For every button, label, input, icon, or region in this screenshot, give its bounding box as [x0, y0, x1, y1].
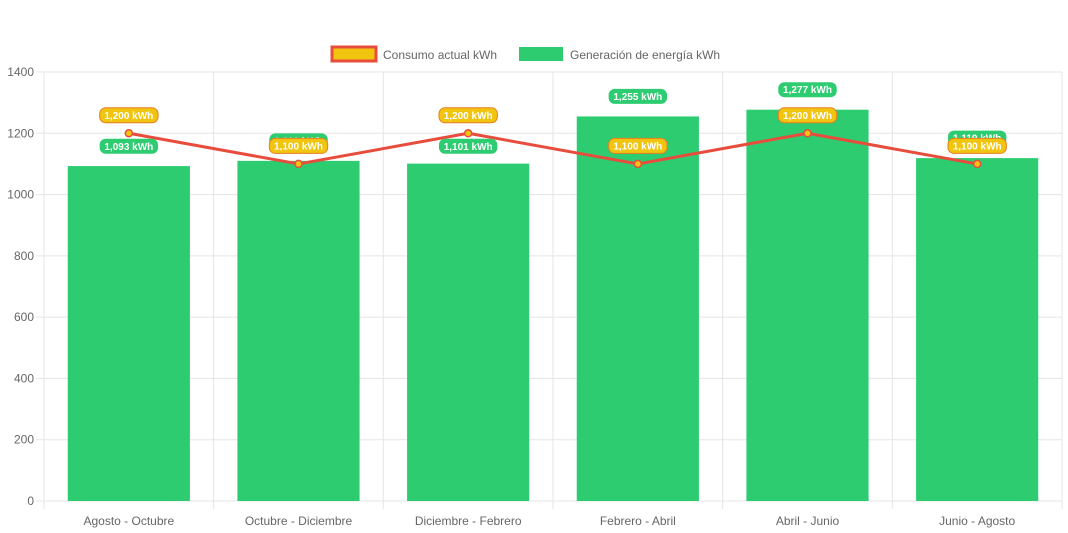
data-label-consumo-text: 1,200 kWh	[104, 111, 153, 122]
data-label-consumo: 1,200 kWh	[438, 107, 498, 124]
data-label-generacion-bg	[99, 138, 159, 154]
y-tick-label: 1400	[7, 65, 34, 79]
y-tick-label: 1000	[7, 188, 34, 202]
bar-generacion	[237, 160, 360, 501]
y-tick-label: 1200	[7, 126, 34, 140]
data-label-consumo-bg	[777, 107, 838, 124]
data-label-consumo-text: 1,200 kWh	[783, 111, 832, 122]
data-label-generacion-bg	[438, 138, 498, 154]
point-consumo	[124, 129, 134, 138]
axes: 0 200 400 600 800 1000 1200 1400 Agosto - Octubr…	[7, 65, 1015, 528]
data-label-consumo: 1,100 kWh	[268, 137, 329, 154]
data-label-consumo-text: 1,200 kWh	[444, 111, 493, 122]
y-tick-label: 600	[14, 310, 34, 324]
data-label-consumo-bg	[99, 107, 159, 124]
y-tick-label: 800	[14, 249, 34, 263]
line-series	[124, 129, 982, 169]
y-tick-label: 200	[14, 433, 34, 447]
legend-item-generacion[interactable]: Generación de energía kWh	[519, 47, 720, 62]
data-label-consumo-bg	[438, 107, 498, 124]
data-label-consumo: 1,200 kWh	[99, 107, 159, 124]
point-consumo	[633, 159, 643, 169]
data-label-generacion: 1,101 kWh	[438, 138, 498, 154]
data-label-consumo: 1,100 kWh	[947, 137, 1007, 154]
x-tick-label: Agosto - Octubre	[83, 514, 174, 528]
data-label-generacion-bg	[778, 82, 837, 98]
data-label-consumo-bg	[947, 137, 1007, 154]
data-label-generacion-text: 1,101 kWh	[444, 142, 493, 153]
data-label-consumo-text: 1,100 kWh	[274, 141, 323, 152]
data-label-consumo-bg	[268, 137, 329, 154]
bar-generacion	[746, 109, 869, 502]
data-label-consumo-bg	[608, 137, 668, 154]
data-label-consumo: 1,200 kWh	[777, 107, 838, 124]
point-consumo	[803, 129, 812, 138]
data-label-consumo-text: 1,100 kWh	[613, 141, 662, 152]
y-tick-label: 0	[27, 494, 34, 508]
data-label-generacion-bg	[608, 88, 668, 104]
x-tick-label: Junio - Agosto	[939, 514, 1015, 528]
legend-label-generacion: Generación de energía kWh	[570, 48, 720, 62]
bar-generacion	[67, 166, 190, 501]
data-label-consumo: 1,100 kWh	[608, 137, 668, 154]
legend-swatch-generacion	[519, 47, 563, 61]
bar-generacion	[916, 158, 1039, 501]
bar-generacion	[576, 116, 699, 502]
legend: Consumo actual kWh Generación de energía…	[330, 45, 720, 63]
legend-label-consumo: Consumo actual kWh	[383, 48, 497, 62]
point-consumo	[463, 129, 473, 138]
data-label-generacion: 1,255 kWh	[608, 88, 668, 104]
point-consumo	[294, 159, 303, 169]
data-label-generacion-text: 1,277 kWh	[783, 85, 832, 96]
legend-item-consumo[interactable]: Consumo actual kWh	[330, 45, 497, 63]
bar-generacion	[407, 163, 530, 502]
legend-swatch-consumo	[330, 45, 378, 63]
data-label-generacion-text: 1,255 kWh	[613, 92, 662, 103]
point-consumo	[972, 159, 982, 169]
line-consumo	[128, 131, 978, 166]
grid	[36, 71, 1063, 509]
x-tick-label: Diciembre - Febrero	[415, 514, 522, 528]
data-label-consumo-text: 1,100 kWh	[953, 141, 1002, 152]
data-label-generacion-text: 1,093 kWh	[104, 142, 153, 153]
bars	[67, 109, 1039, 502]
x-tick-label: Abril - Junio	[776, 514, 840, 528]
data-label-generacion: 1,093 kWh	[99, 138, 159, 154]
x-tick-label: Octubre - Diciembre	[245, 514, 353, 528]
y-tick-label: 400	[14, 371, 34, 385]
x-tick-label: Febrero - Abril	[600, 514, 676, 528]
data-label-generacion: 1,277 kWh	[778, 82, 837, 98]
